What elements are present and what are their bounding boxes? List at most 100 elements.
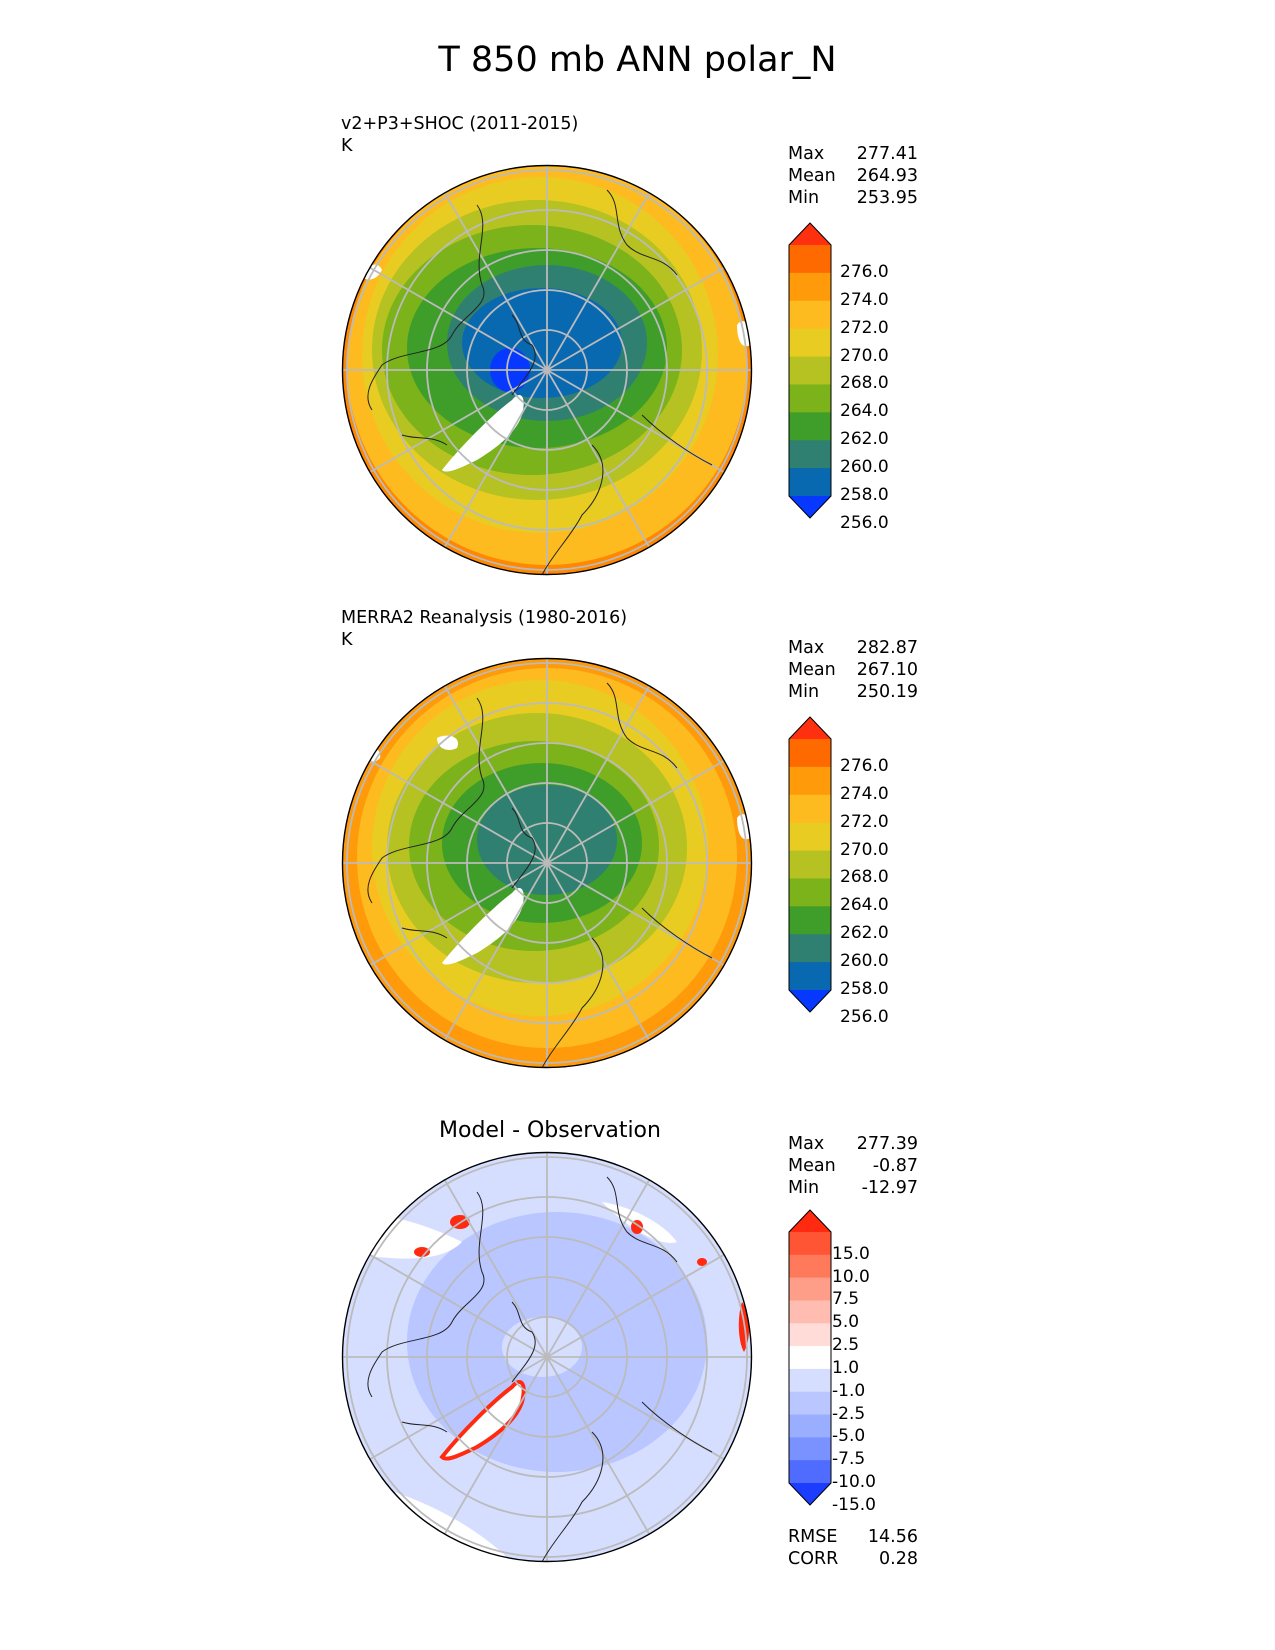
panel1-stat-max: Max 277.41 — [788, 144, 918, 164]
panel3-title: Model - Observation — [439, 1118, 661, 1143]
panel2-colorbar-tick-label: 256.0 — [840, 1006, 889, 1027]
panel1-label: v2+P3+SHOC (2011-2015) K — [341, 113, 578, 157]
panel2-stat-max: Max 282.87 — [788, 638, 918, 658]
panel1-colorbar-tick-label: 258.0 — [840, 485, 889, 505]
panel1-polar-map — [341, 164, 753, 576]
panel2-coastlines — [367, 682, 713, 1068]
panel3-colorbar-segment — [789, 1414, 831, 1438]
panel3-colorbar-tick-label: -15.0 — [832, 1494, 876, 1515]
panel2-colorbar-tick-label: 264.0 — [840, 895, 889, 916]
panel3-colorbar-tick-label: 5.0 — [832, 1312, 860, 1333]
panel3-stat-max: Max 277.39 — [788, 1134, 918, 1154]
panel3-stat-mean: Mean -0.87 — [788, 1156, 918, 1176]
panel1-colorbar-segment — [789, 272, 831, 302]
panel1-colorbar-tick-label: 272.0 — [840, 317, 889, 338]
panel1-colorbar-tick-label: 264.0 — [840, 401, 889, 422]
panel1-colorbar-extend-top — [789, 223, 831, 245]
panel2-colorbar-tick-label: 268.0 — [840, 867, 889, 888]
panel2-colorbar-tick-label: 276.0 — [840, 755, 889, 776]
panel2-stat-min: Min 250.19 — [788, 682, 918, 702]
panel1-colorbar-tick-label: 256.0 — [840, 512, 889, 533]
panel3-graticule — [342, 1152, 752, 1562]
panel2-colorbar-segment — [789, 794, 831, 824]
panel2-colorbar-extend-bottom — [789, 990, 831, 1012]
panel2-polar-map — [341, 657, 753, 1069]
panel2-graticule — [342, 658, 752, 1068]
panel3-colorbar-tick-label: -2.5 — [832, 1403, 866, 1424]
panel3-colorbar-segment — [789, 1300, 831, 1324]
panel1-colorbar-segment — [789, 468, 831, 497]
panel3-colorbar-segment — [789, 1391, 831, 1416]
panel2-label: MERRA2 Reanalysis (1980-2016) K — [341, 607, 627, 651]
panel3-colorbar-tick-label: -1.0 — [832, 1380, 866, 1401]
panel1-coastlines — [367, 189, 713, 575]
panel1-colorbar-segment — [789, 356, 831, 385]
panel2-stats: Max 282.87 Mean 267.10 Min 250.19 — [788, 637, 918, 703]
panel3-colorbar-tick-label: -10.0 — [832, 1472, 876, 1492]
panel3-colorbar-segment — [789, 1368, 831, 1393]
panel3-stats: Max 277.39 Mean -0.87 Min -12.97 — [788, 1133, 918, 1199]
panel3-metrics: RMSE 14.56 CORR 0.28 — [788, 1526, 918, 1570]
panel1-colorbar-tick-label: 276.0 — [840, 261, 889, 282]
panel3-colorbar-segment — [789, 1460, 831, 1484]
figure-title: T 850 mb ANN polar_N — [438, 40, 837, 80]
panel1-colorbar-tick-label: 274.0 — [840, 289, 889, 310]
panel1-colorbar-segment — [789, 412, 831, 441]
panel2-case-name: MERRA2 Reanalysis (1980-2016) — [341, 608, 628, 628]
panel2-colorbar-tick-label: 260.0 — [840, 951, 889, 972]
panel1-colorbar-extend-bottom — [789, 496, 831, 518]
panel2-colorbar-tick-label: 274.0 — [840, 783, 889, 804]
panel2-colorbar-segment — [789, 822, 831, 852]
panel2-colorbar — [788, 716, 832, 1013]
panel3-difference-map — [341, 1151, 753, 1563]
panel2-colorbar-segment — [789, 962, 831, 991]
panel2-colorbar-tick-label: 270.0 — [840, 839, 889, 860]
panel3-colorbar-tick-label: 15.0 — [832, 1243, 870, 1264]
panel2-units: K — [341, 630, 353, 650]
panel1-units: K — [341, 136, 353, 156]
panel3-colorbar-segment — [789, 1346, 831, 1370]
panel2-colorbar-segment — [789, 739, 831, 768]
panel2-colorbar-segment — [789, 906, 831, 935]
panel3-metric-rmse: RMSE 14.56 — [788, 1527, 918, 1547]
panel1-colorbar-tick-label: 270.0 — [840, 345, 889, 366]
panel2-colorbar-segment — [789, 878, 831, 907]
panel3-coastlines — [367, 1176, 713, 1562]
panel3-colorbar-segment — [789, 1254, 831, 1279]
panel2-colorbar-extend-top — [789, 717, 831, 739]
panel2-colorbar-tick-label: 262.0 — [840, 923, 889, 944]
panel1-colorbar-tick-label: 262.0 — [840, 429, 889, 450]
panel2-colorbar-tick-label: 272.0 — [840, 811, 889, 832]
panel3-colorbar — [788, 1209, 832, 1506]
panel1-colorbar-segment — [789, 328, 831, 358]
panel3-metric-corr: CORR 0.28 — [788, 1549, 918, 1569]
panel1-colorbar-segment — [789, 384, 831, 413]
panel3-colorbar-tick-label: -5.0 — [832, 1426, 866, 1447]
panel1-colorbar-segment — [789, 245, 831, 274]
panel3-colorbar-tick-label: 10.0 — [832, 1266, 870, 1287]
panel1-colorbar — [788, 222, 832, 519]
panel1-stat-mean: Mean 264.93 — [788, 166, 918, 186]
panel2-colorbar-segment — [789, 934, 831, 963]
panel3-stat-min: Min -12.97 — [788, 1178, 918, 1198]
panel1-colorbar-segment — [789, 300, 831, 330]
panel3-colorbar-tick-label: 7.5 — [832, 1289, 860, 1310]
panel3-colorbar-segment — [789, 1277, 831, 1301]
panel2-stat-mean: Mean 267.10 — [788, 660, 918, 680]
panel1-colorbar-tick-label: 268.0 — [840, 373, 889, 394]
panel3-colorbar-tick-label: 1.0 — [832, 1357, 860, 1378]
panel1-case-name: v2+P3+SHOC (2011-2015) — [341, 114, 579, 134]
panel3-colorbar-segment — [789, 1323, 831, 1347]
panel2-colorbar-segment — [789, 850, 831, 879]
panel3-colorbar-extend-top — [789, 1210, 831, 1232]
panel3-colorbar-segment — [789, 1437, 831, 1461]
panel1-stats: Max 277.41 Mean 264.93 Min 253.95 — [788, 143, 918, 209]
panel2-colorbar-segment — [789, 766, 831, 796]
panel1-colorbar-segment — [789, 440, 831, 469]
panel3-colorbar-extend-bottom — [789, 1483, 831, 1505]
panel2-colorbar-tick-label: 258.0 — [840, 979, 889, 999]
panel3-colorbar-tick-label: 2.5 — [832, 1335, 860, 1356]
panel1-colorbar-tick-label: 260.0 — [840, 457, 889, 478]
panel3-colorbar-segment — [789, 1232, 831, 1256]
panel3-colorbar-tick-label: -7.5 — [832, 1449, 866, 1470]
